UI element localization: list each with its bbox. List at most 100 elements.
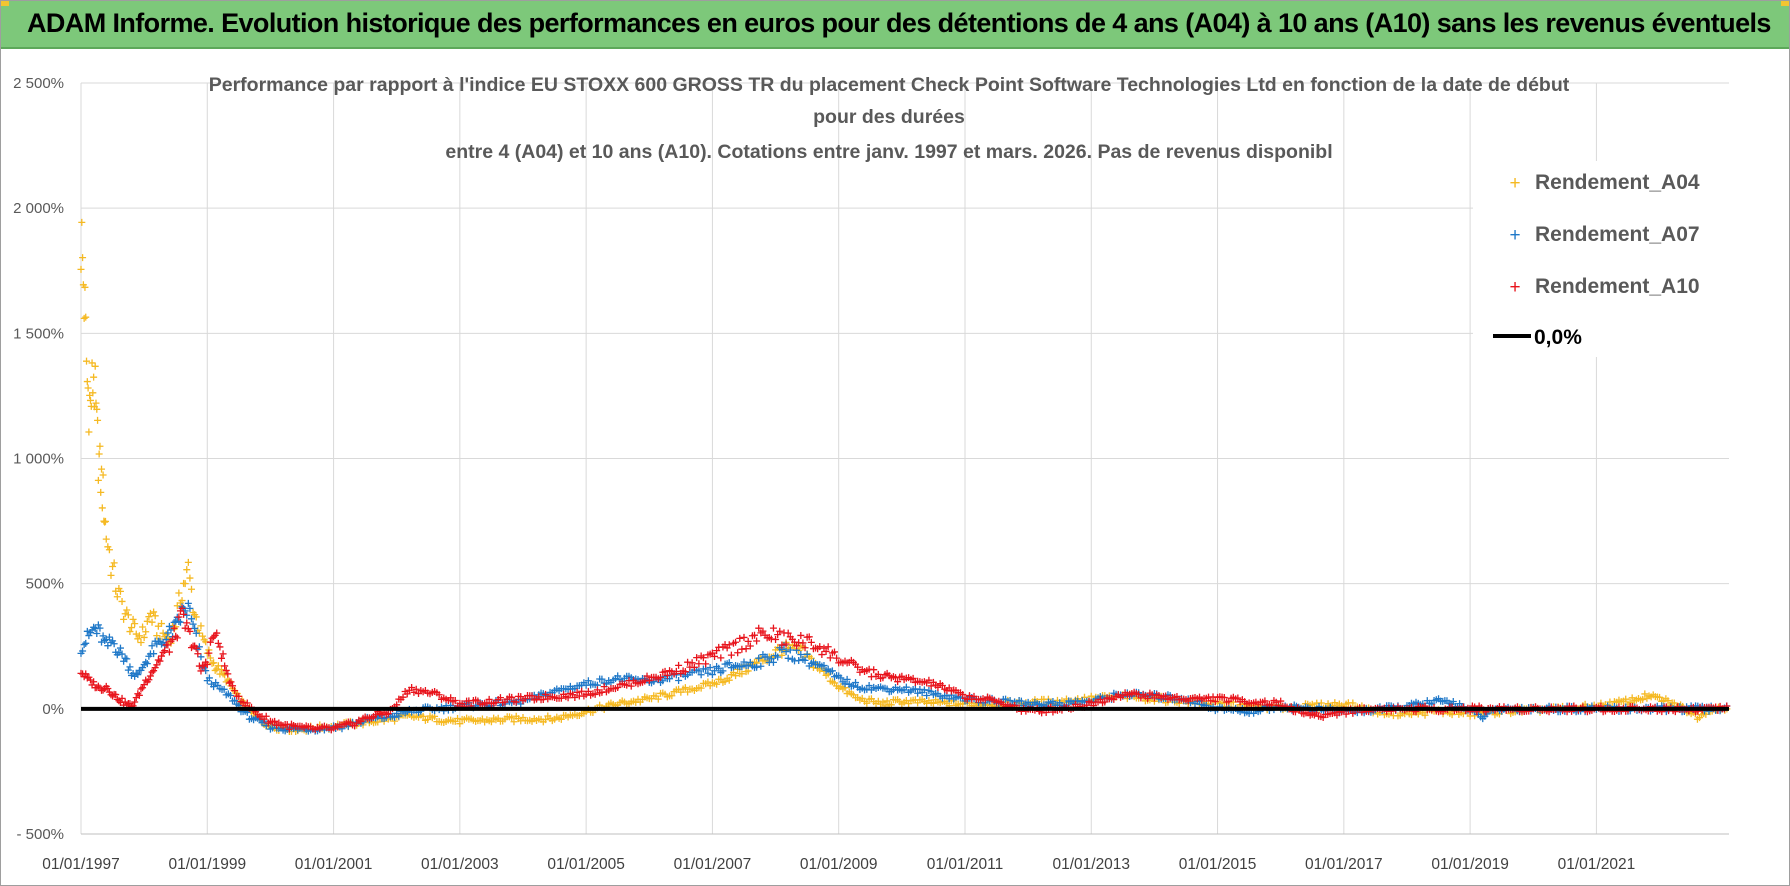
point-rendement_a10: [447, 694, 455, 702]
y-tick-label: 2 000%: [13, 200, 64, 217]
point-rendement_a07: [83, 627, 91, 635]
point-rendement_a10: [1277, 697, 1285, 705]
point-rendement_a04: [137, 638, 145, 646]
point-rendement_a04: [116, 587, 124, 595]
point-rendement_a04: [214, 662, 222, 670]
point-rendement_a04: [738, 670, 746, 678]
point-rendement_a10: [539, 696, 547, 704]
point-rendement_a10: [384, 710, 392, 718]
point-rendement_a04: [713, 680, 721, 688]
point-rendement_a10: [822, 647, 830, 655]
point-rendement_a10: [485, 695, 493, 703]
point-rendement_a07: [220, 685, 228, 693]
point-rendement_a04: [557, 715, 565, 723]
point-rendement_a04: [184, 558, 192, 566]
point-rendement_a04: [1664, 697, 1672, 705]
point-rendement_a07: [183, 611, 191, 619]
point-rendement_a07: [192, 629, 200, 637]
point-rendement_a04: [145, 613, 153, 621]
point-rendement_a07: [104, 642, 112, 650]
point-rendement_a07: [85, 632, 93, 640]
legend-marker-a10: +: [1509, 277, 1520, 298]
point-rendement_a10: [150, 667, 158, 675]
point-rendement_a04: [668, 692, 676, 700]
point-rendement_a10: [688, 659, 696, 667]
point-rendement_a10: [725, 641, 733, 649]
legend-label-a10: Rendement_A10: [1535, 275, 1700, 298]
point-rendement_a10: [192, 644, 200, 652]
point-rendement_a10: [213, 629, 221, 637]
point-rendement_a04: [725, 676, 733, 684]
point-rendement_a10: [600, 683, 608, 691]
point-rendement_a07: [124, 666, 132, 674]
point-rendement_a10: [778, 641, 786, 649]
point-rendement_a07: [142, 658, 150, 666]
point-rendement_a07: [94, 621, 102, 629]
point-rendement_a10: [1234, 694, 1242, 702]
point-rendement_a10: [146, 672, 154, 680]
point-rendement_a04: [1349, 699, 1357, 707]
point-rendement_a04: [1641, 690, 1649, 698]
point-rendement_a04: [98, 465, 106, 473]
point-rendement_a10: [159, 648, 167, 656]
x-tick-label: 01/01/1999: [168, 856, 246, 873]
point-rendement_a04: [113, 593, 121, 601]
point-rendement_a07: [395, 712, 403, 720]
point-rendement_a07: [801, 656, 809, 664]
point-rendement_a04: [654, 695, 662, 703]
point-rendement_a10: [927, 682, 935, 690]
point-rendement_a04: [542, 716, 550, 724]
point-rendement_a04: [510, 718, 518, 726]
point-rendement_a10: [82, 670, 90, 678]
point-rendement_a10: [121, 698, 129, 706]
x-tick-label: 01/01/2003: [421, 856, 499, 873]
point-rendement_a07: [90, 623, 98, 631]
point-rendement_a04: [77, 265, 85, 273]
point-rendement_a04: [146, 609, 154, 617]
point-rendement_a10: [262, 712, 270, 720]
point-rendement_a04: [121, 610, 129, 618]
point-rendement_a04: [99, 471, 107, 479]
point-rendement_a04: [128, 624, 136, 632]
point-rendement_a10: [104, 685, 112, 693]
legend-marker-a07: +: [1509, 225, 1520, 246]
point-rendement_a04: [197, 622, 205, 630]
point-rendement_a10: [782, 640, 790, 648]
chart-title: Performance par rapport à l'indice EU ST…: [209, 74, 1570, 163]
point-rendement_a04: [81, 283, 89, 291]
point-rendement_a04: [79, 254, 87, 262]
x-tick-label: 01/01/2017: [1305, 856, 1383, 873]
point-rendement_a10: [139, 684, 147, 692]
point-rendement_a04: [94, 416, 102, 424]
y-tick-label: 2 500%: [13, 75, 64, 92]
point-rendement_a10: [805, 633, 813, 641]
point-rendement_a07: [187, 615, 195, 623]
point-rendement_a04: [82, 313, 90, 321]
point-rendement_a04: [101, 518, 109, 526]
point-rendement_a07: [197, 653, 205, 661]
point-rendement_a07: [184, 599, 192, 607]
point-rendement_a04: [105, 546, 113, 554]
point-rendement_a04: [929, 699, 937, 707]
point-rendement_a10: [178, 604, 186, 612]
point-rendement_a10: [695, 660, 703, 668]
point-rendement_a10: [744, 637, 752, 645]
point-rendement_a07: [82, 639, 90, 647]
point-rendement_a10: [557, 694, 565, 702]
point-rendement_a10: [154, 656, 162, 664]
point-rendement_a10: [854, 663, 862, 671]
point-rendement_a04: [93, 405, 101, 413]
point-rendement_a04: [883, 697, 891, 705]
point-rendement_a10: [137, 685, 145, 693]
point-rendement_a10: [164, 641, 172, 649]
point-rendement_a07: [769, 658, 777, 666]
point-rendement_a07: [614, 672, 622, 680]
point-rendement_a10: [690, 663, 698, 671]
point-rendement_a07: [902, 683, 910, 691]
point-rendement_a04: [1087, 692, 1095, 700]
point-rendement_a07: [852, 679, 860, 687]
point-rendement_a10: [542, 690, 550, 698]
chart-title-line-1: Performance par rapport à l'indice EU ST…: [209, 74, 1570, 96]
point-rendement_a04: [217, 666, 225, 674]
point-rendement_a10: [801, 644, 809, 652]
